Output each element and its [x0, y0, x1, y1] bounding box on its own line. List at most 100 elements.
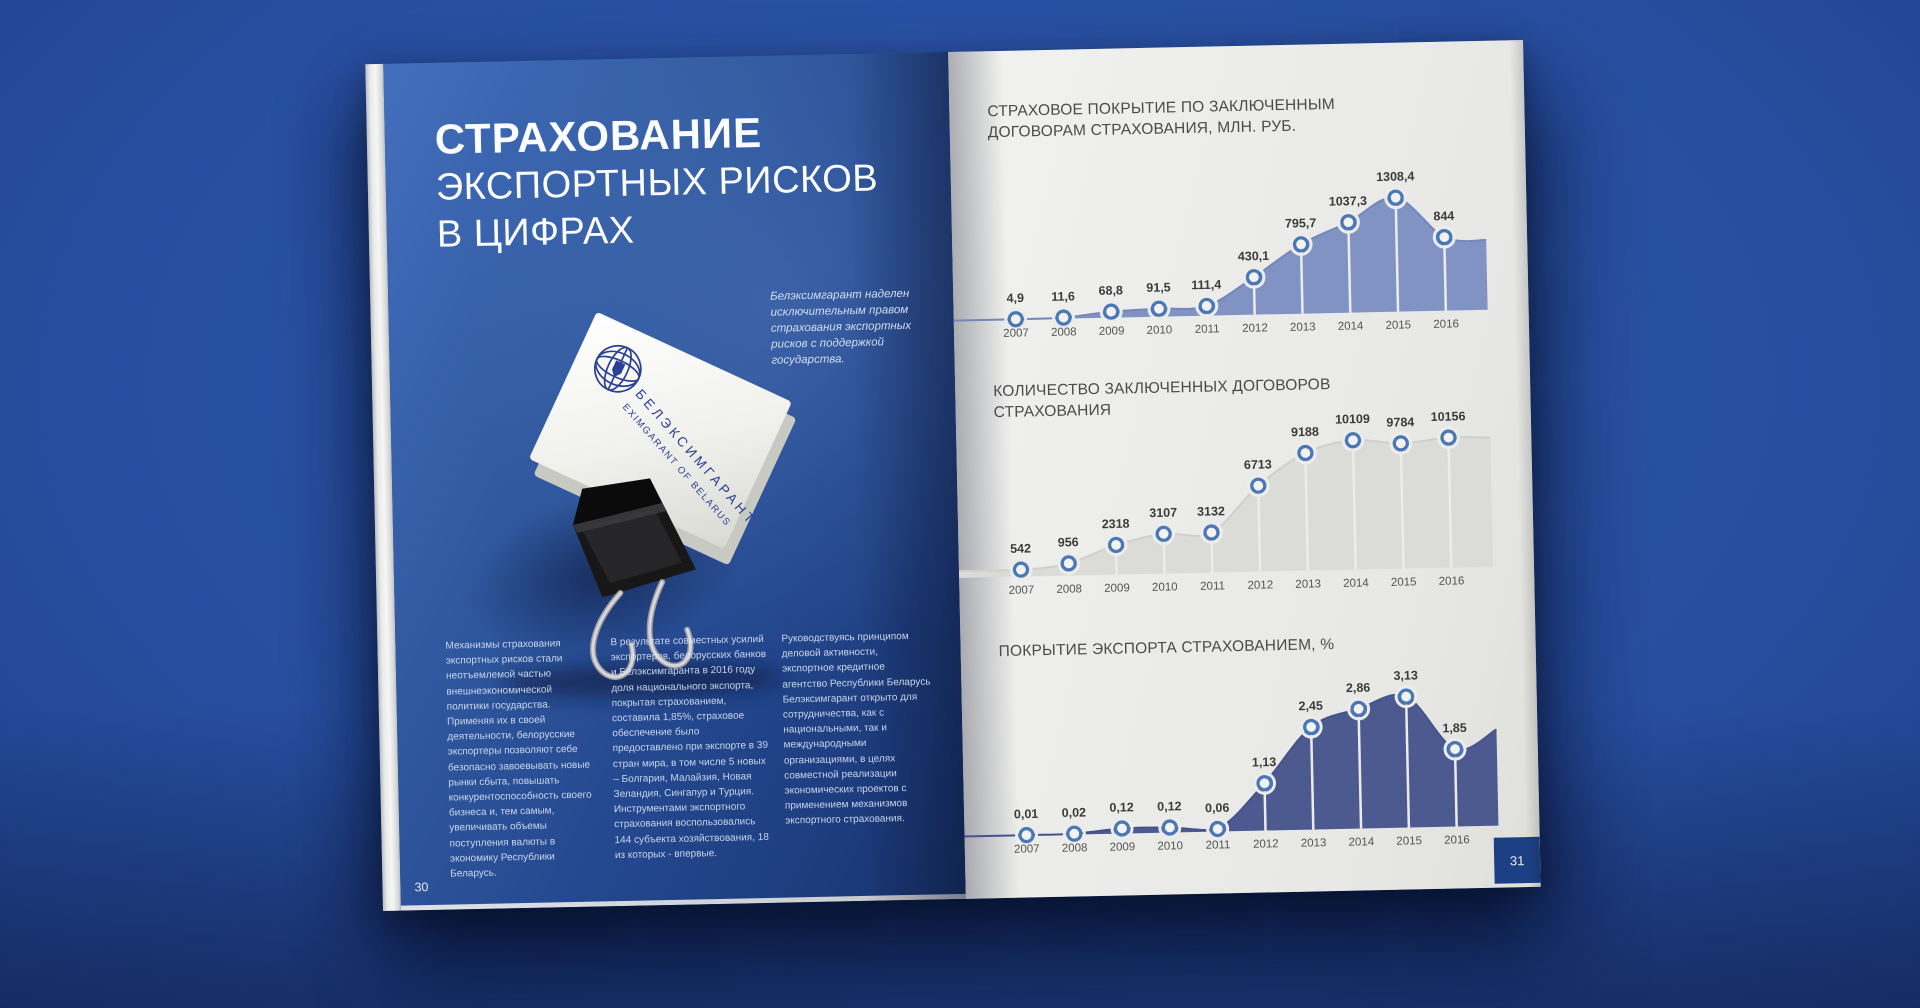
year-label: 2016 [1439, 575, 1465, 588]
data-point-marker [1055, 309, 1072, 326]
marker-stem [1394, 197, 1400, 312]
chart-insurance-coverage: 4,9 2007 11,6 2008 68,8 2009 91,5 2010 111,4 2011… [950, 169, 1488, 340]
marker-halo [1199, 521, 1223, 545]
year-label: 2012 [1242, 322, 1268, 335]
eximgarant-logo-icon [593, 344, 642, 393]
area-fill [955, 437, 1494, 579]
marker-halo [1057, 551, 1081, 575]
marker-halo [1432, 225, 1456, 249]
year-label: 2010 [1157, 840, 1183, 853]
data-point-marker [1440, 429, 1457, 446]
value-label: 9784 [1386, 415, 1414, 430]
value-label: 956 [1058, 535, 1079, 549]
data-point-marker [1161, 819, 1178, 836]
marker-halo [1009, 558, 1033, 582]
year-label: 2011 [1200, 580, 1225, 593]
marker-halo [1336, 210, 1360, 234]
year-label: 2013 [1301, 837, 1327, 850]
marker-halo [1104, 533, 1128, 557]
marker-halo [1152, 522, 1176, 546]
data-point-marker [1392, 435, 1409, 452]
data-point-marker [1107, 536, 1125, 554]
value-label: 0,12 [1157, 799, 1182, 814]
marker-stem [1257, 485, 1262, 572]
value-label: 542 [1010, 541, 1031, 555]
marker-stem [1351, 440, 1357, 570]
value-label: 68,8 [1098, 283, 1123, 298]
marker-halo [1099, 300, 1123, 324]
title-line-2: ЭКСПОРТНЫХ РИСКОВ [435, 157, 879, 209]
marker-stem [1304, 452, 1310, 571]
year-label: 2009 [1099, 325, 1125, 338]
body-column-2: В результате совместных усилий экспортер… [610, 634, 769, 862]
year-label: 2008 [1051, 326, 1077, 339]
data-point-marker [1066, 825, 1083, 842]
marker-halo [1394, 685, 1418, 709]
data-point-marker [1256, 775, 1273, 792]
marker-halo [1147, 297, 1171, 321]
marker-halo [1062, 822, 1086, 846]
value-label: 1,85 [1442, 721, 1467, 736]
value-label: 0,12 [1109, 800, 1134, 815]
year-label: 2012 [1253, 838, 1279, 851]
right-page: СТРАХОВОЕ ПОКРЫТИЕ ПО ЗАКЛЮЧЕННЫМ ДОГОВО… [948, 39, 1541, 899]
page-number-left: 30 [414, 880, 429, 895]
year-label: 2014 [1348, 836, 1374, 849]
callout-note: Белэксимгарант наделен исключительным пр… [770, 287, 912, 367]
value-label: 4,9 [1006, 291, 1024, 305]
data-point-marker [1446, 741, 1464, 758]
data-point-marker [1344, 432, 1362, 449]
area-fill [950, 197, 1488, 322]
year-label: 2010 [1146, 324, 1172, 337]
year-label: 2014 [1338, 320, 1364, 333]
data-point-marker [1250, 477, 1267, 494]
binder-clip [572, 478, 696, 680]
data-point-marker [1007, 311, 1024, 328]
value-label: 111,4 [1191, 278, 1221, 293]
marker-halo [1384, 186, 1408, 210]
data-point-marker [1150, 300, 1168, 317]
marker-halo [1347, 697, 1371, 721]
marker-halo [1110, 817, 1134, 841]
year-label: 2010 [1152, 581, 1178, 594]
value-label: 9188 [1291, 425, 1319, 440]
data-point-marker [1203, 524, 1220, 541]
marker-stem [1299, 244, 1304, 314]
marker-halo [1015, 823, 1039, 847]
value-label: 6713 [1244, 457, 1272, 472]
data-point-marker [1060, 555, 1077, 572]
value-label: 1037,3 [1329, 194, 1368, 209]
data-point-marker [1303, 718, 1320, 736]
marker-stem [1399, 443, 1405, 569]
marker-halo [1195, 294, 1219, 318]
value-label: 2318 [1102, 517, 1130, 532]
data-point-marker [1398, 688, 1415, 705]
marker-halo [1242, 265, 1266, 289]
marker-halo [1389, 431, 1413, 455]
value-label: 1308,4 [1376, 169, 1415, 184]
year-label: 2014 [1343, 577, 1369, 590]
value-label: 10109 [1335, 412, 1370, 427]
area-fill [961, 694, 1499, 838]
marker-halo [1004, 307, 1028, 331]
data-point-marker [1436, 229, 1453, 246]
year-label: 2008 [1062, 842, 1088, 855]
year-label: 2016 [1444, 834, 1470, 847]
marker-halo [1052, 306, 1076, 330]
data-point-marker [1350, 700, 1367, 717]
value-label: 2,86 [1346, 681, 1371, 696]
year-label: 2007 [1014, 843, 1040, 856]
value-label: 2,45 [1298, 699, 1323, 714]
data-point-marker [1018, 827, 1035, 844]
year-label: 2013 [1295, 578, 1321, 591]
year-label: 2007 [1009, 584, 1035, 597]
left-page: СТРАХОВАНИЕ ЭКСПОРТНЫХ РИСКОВ В ЦИФРАХ [383, 52, 966, 911]
marker-halo [1341, 428, 1365, 452]
marker-halo [1293, 441, 1317, 465]
data-point-marker [1292, 236, 1310, 253]
value-label: 0,02 [1062, 805, 1087, 820]
data-point-marker [1387, 189, 1404, 206]
marker-halo [1437, 426, 1461, 450]
page-title: СТРАХОВАНИЕ ЭКСПОРТНЫХ РИСКОВ В ЦИФРАХ [434, 106, 879, 259]
